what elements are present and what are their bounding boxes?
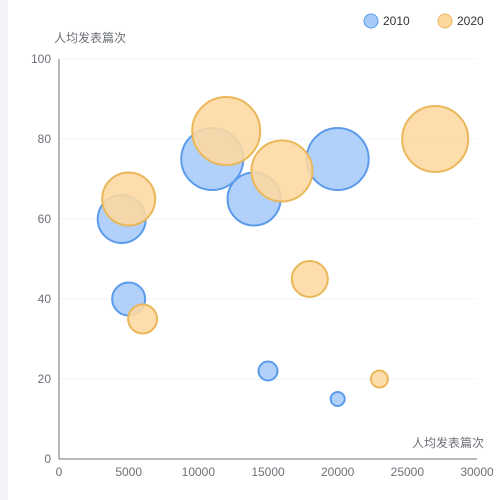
bubble-2020-5[interactable] bbox=[369, 369, 389, 389]
bubble-2010-6[interactable] bbox=[329, 391, 346, 407]
y-tick-label-0: 0 bbox=[44, 452, 51, 466]
x-tick-label-0: 0 bbox=[56, 465, 63, 479]
y-tick-label-100: 100 bbox=[31, 52, 51, 66]
y-axis-name: 人均发表篇次 bbox=[54, 30, 126, 45]
bubble-2020-6[interactable] bbox=[401, 105, 470, 173]
x-tick-label-10000: 10000 bbox=[182, 465, 216, 479]
x-tick-label-25000: 25000 bbox=[391, 465, 425, 479]
x-axis-name: 人均发表篇次 bbox=[412, 435, 484, 450]
legend-label-2010: 2010 bbox=[383, 14, 410, 28]
bubble-2020-3[interactable] bbox=[250, 139, 314, 203]
legend-swatch-2020 bbox=[437, 13, 453, 29]
y-tick-label-80: 80 bbox=[38, 132, 52, 146]
legend-item-2010[interactable]: 2010 bbox=[363, 13, 410, 29]
bubble-2020-2[interactable] bbox=[191, 96, 262, 166]
y-tick-label-60: 60 bbox=[38, 212, 52, 226]
bubble-2020-4[interactable] bbox=[290, 260, 329, 298]
axes bbox=[58, 59, 477, 460]
x-tick-label-15000: 15000 bbox=[251, 465, 285, 479]
left-edge-strip bbox=[0, 0, 8, 500]
x-tick-label-5000: 5000 bbox=[115, 465, 142, 479]
x-tick-labels: 0 5000 10000 15000 20000 25000 30000 bbox=[56, 465, 494, 479]
bubble-2010-4[interactable] bbox=[257, 360, 279, 382]
legend-swatch-2010 bbox=[363, 13, 379, 29]
y-tick-labels: 0 20 40 60 80 100 bbox=[31, 52, 51, 466]
legend: 2010 2020 bbox=[363, 13, 484, 29]
bubble-2020-1[interactable] bbox=[127, 303, 159, 335]
y-tick-label-40: 40 bbox=[38, 292, 52, 306]
bubbles bbox=[96, 96, 470, 407]
x-tick-label-20000: 20000 bbox=[321, 465, 355, 479]
legend-item-2020[interactable]: 2020 bbox=[437, 13, 484, 29]
x-tick-label-30000: 30000 bbox=[460, 465, 494, 479]
y-tick-label-20: 20 bbox=[38, 372, 52, 386]
bubble-2010-5[interactable] bbox=[305, 127, 370, 191]
legend-label-2020: 2020 bbox=[457, 14, 484, 28]
bubble-2020-0[interactable] bbox=[101, 171, 157, 227]
